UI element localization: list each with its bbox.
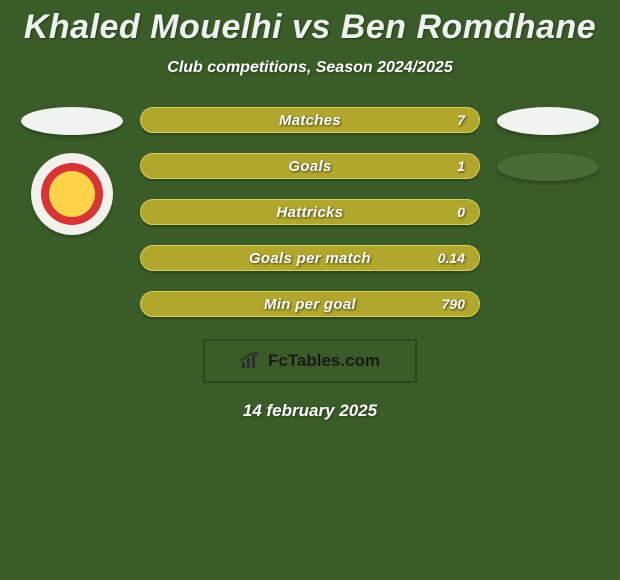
root-container: Khaled Mouelhi vs Ben Romdhane Club comp…	[0, 0, 620, 580]
page-title: Khaled Mouelhi vs Ben Romdhane	[0, 0, 620, 47]
comparison-row: Matches 7 Goals 1 Hattricks 0 Goals per match 0…	[0, 107, 620, 317]
player-left-ellipse	[21, 107, 123, 135]
stat-bar: Hattricks 0	[140, 199, 480, 225]
brand-label: FcTables.com	[268, 351, 380, 371]
stat-bars: Matches 7 Goals 1 Hattricks 0 Goals per match 0…	[140, 107, 480, 317]
subtitle: Club competitions, Season 2024/2025	[0, 59, 620, 77]
right-player-column	[492, 107, 604, 181]
stat-bar: Min per goal 790	[140, 291, 480, 317]
brand-box[interactable]: FcTables.com	[203, 339, 417, 383]
stat-label: Matches	[279, 112, 341, 129]
player-right-ellipse-1	[497, 107, 599, 135]
stat-label: Hattricks	[277, 204, 344, 221]
stat-value: 0.14	[438, 250, 465, 266]
stat-label: Min per goal	[264, 296, 356, 313]
club-badge-esperance-icon	[31, 153, 113, 235]
stat-value: 0	[457, 204, 465, 220]
club-badge-ring	[41, 163, 103, 225]
stat-value: 790	[442, 296, 465, 312]
footer-date: 14 february 2025	[0, 401, 620, 421]
stat-label: Goals	[288, 158, 331, 175]
left-player-column	[16, 107, 128, 235]
club-badge-core	[49, 171, 95, 217]
stat-label: Goals per match	[249, 250, 371, 267]
stat-bar: Goals 1	[140, 153, 480, 179]
brand-chart-icon	[240, 352, 262, 370]
stat-bar: Matches 7	[140, 107, 480, 133]
stat-value: 1	[457, 158, 465, 174]
stat-value: 7	[457, 112, 465, 128]
player-right-ellipse-2	[497, 153, 599, 181]
stat-bar: Goals per match 0.14	[140, 245, 480, 271]
